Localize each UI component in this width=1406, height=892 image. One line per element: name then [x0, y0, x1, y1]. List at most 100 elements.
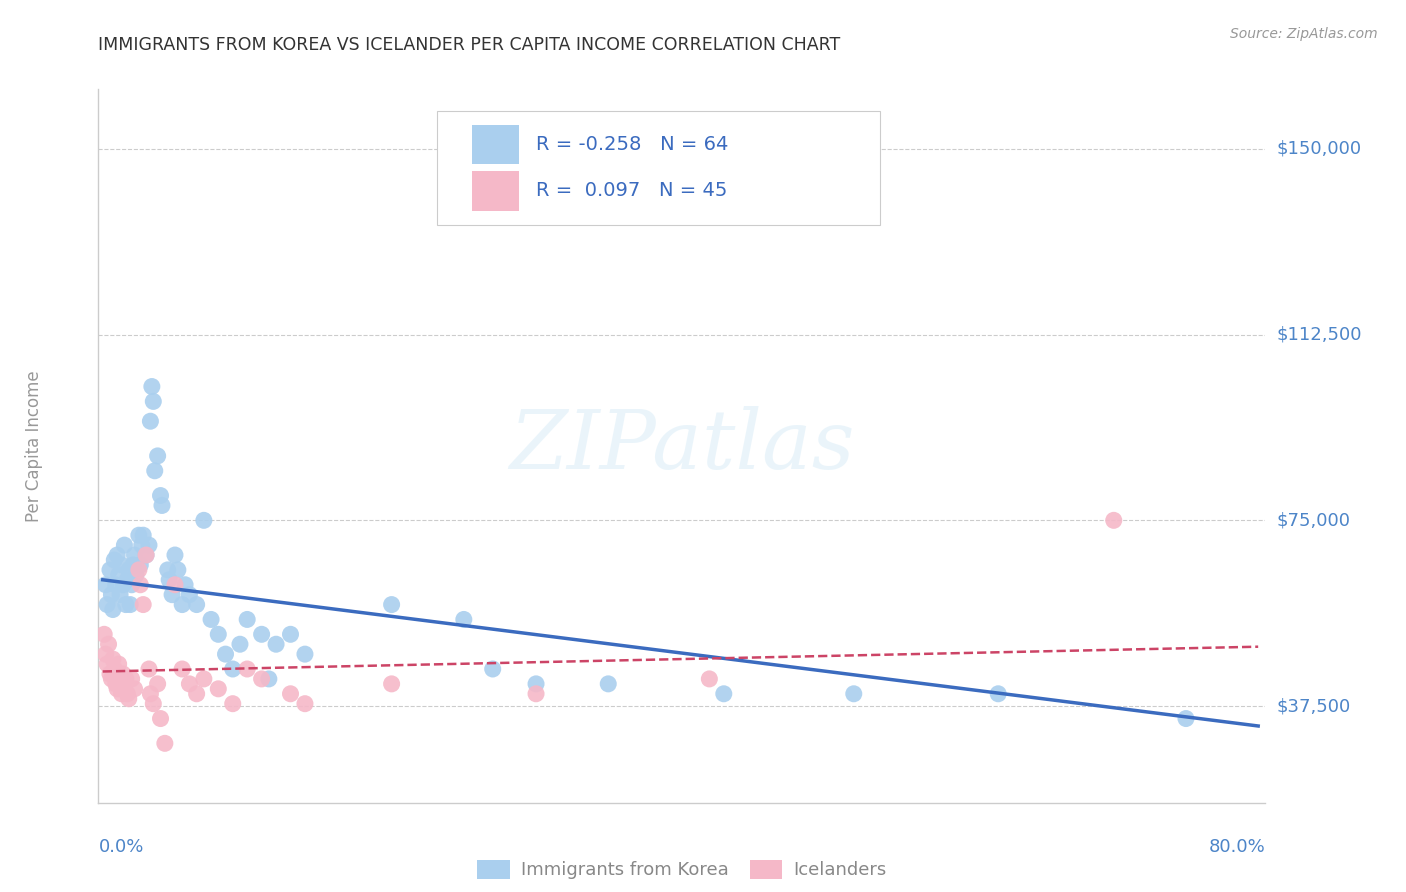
- Point: [987, 687, 1010, 701]
- Text: $112,500: $112,500: [1277, 326, 1362, 343]
- Point: [135, 548, 157, 562]
- Point: [381, 598, 404, 612]
- FancyBboxPatch shape: [437, 111, 880, 225]
- Point: [132, 528, 155, 542]
- Point: [120, 598, 142, 612]
- Point: [142, 394, 165, 409]
- Text: R =  0.097   N = 45: R = 0.097 N = 45: [536, 181, 727, 200]
- Point: [135, 548, 157, 562]
- Point: [107, 657, 129, 671]
- Point: [186, 598, 208, 612]
- Point: [172, 598, 194, 612]
- Point: [294, 647, 316, 661]
- Point: [128, 528, 150, 542]
- Point: [111, 578, 134, 592]
- Point: [104, 677, 127, 691]
- Point: [93, 627, 115, 641]
- Point: [104, 578, 127, 592]
- Point: [100, 588, 122, 602]
- Point: [108, 672, 131, 686]
- Point: [121, 672, 143, 686]
- Point: [207, 627, 229, 641]
- Point: [131, 538, 153, 552]
- Point: [125, 567, 148, 582]
- Text: Per Capita Income: Per Capita Income: [25, 370, 44, 522]
- Point: [107, 567, 129, 582]
- Point: [105, 548, 128, 562]
- Point: [138, 662, 160, 676]
- Point: [110, 558, 132, 572]
- Point: [713, 687, 735, 701]
- Point: [257, 672, 280, 686]
- Point: [98, 667, 121, 681]
- Point: [381, 677, 404, 691]
- Point: [117, 687, 139, 701]
- Text: 80.0%: 80.0%: [1209, 838, 1265, 856]
- Point: [453, 612, 475, 626]
- Point: [294, 697, 316, 711]
- Point: [236, 612, 259, 626]
- Point: [110, 687, 132, 701]
- Text: ZIPatlas: ZIPatlas: [509, 406, 855, 486]
- Point: [115, 672, 138, 686]
- Point: [280, 627, 302, 641]
- Point: [699, 672, 721, 686]
- Text: 0.0%: 0.0%: [98, 838, 143, 856]
- Point: [141, 379, 163, 393]
- Point: [524, 677, 547, 691]
- Point: [96, 657, 118, 671]
- Point: [163, 578, 186, 592]
- Text: R = -0.258   N = 64: R = -0.258 N = 64: [536, 135, 728, 153]
- Point: [117, 573, 139, 587]
- Point: [1102, 513, 1125, 527]
- Point: [112, 681, 135, 696]
- Point: [121, 578, 143, 592]
- Point: [94, 578, 117, 592]
- Point: [146, 449, 169, 463]
- Point: [250, 627, 273, 641]
- Point: [207, 681, 229, 696]
- Text: IMMIGRANTS FROM KOREA VS ICELANDER PER CAPITA INCOME CORRELATION CHART: IMMIGRANTS FROM KOREA VS ICELANDER PER C…: [98, 36, 841, 54]
- Point: [139, 687, 162, 701]
- Point: [101, 602, 124, 616]
- Legend: Immigrants from Korea, Icelanders: Immigrants from Korea, Icelanders: [477, 860, 887, 880]
- Text: $75,000: $75,000: [1277, 511, 1351, 529]
- Point: [138, 538, 160, 552]
- Point: [193, 672, 215, 686]
- Point: [97, 637, 120, 651]
- Point: [149, 712, 172, 726]
- Point: [150, 499, 173, 513]
- Point: [598, 677, 620, 691]
- Point: [222, 662, 245, 676]
- Point: [128, 563, 150, 577]
- Point: [214, 647, 236, 661]
- Point: [156, 563, 179, 577]
- Point: [174, 578, 197, 592]
- Point: [229, 637, 252, 651]
- Point: [163, 548, 186, 562]
- Point: [179, 588, 201, 602]
- Point: [222, 697, 245, 711]
- Text: $37,500: $37,500: [1277, 698, 1351, 715]
- Point: [139, 414, 162, 428]
- Point: [129, 578, 152, 592]
- Point: [118, 563, 141, 577]
- Point: [142, 697, 165, 711]
- Point: [200, 612, 222, 626]
- Point: [112, 538, 135, 552]
- Point: [149, 489, 172, 503]
- Point: [129, 558, 152, 572]
- Point: [166, 563, 188, 577]
- Point: [157, 573, 180, 587]
- Point: [96, 598, 118, 612]
- Point: [172, 662, 194, 676]
- Point: [122, 558, 145, 572]
- Point: [250, 672, 273, 686]
- Point: [101, 652, 124, 666]
- FancyBboxPatch shape: [472, 171, 519, 211]
- Point: [103, 553, 125, 567]
- Point: [146, 677, 169, 691]
- Text: $150,000: $150,000: [1277, 140, 1361, 158]
- Point: [153, 736, 176, 750]
- Point: [124, 548, 146, 562]
